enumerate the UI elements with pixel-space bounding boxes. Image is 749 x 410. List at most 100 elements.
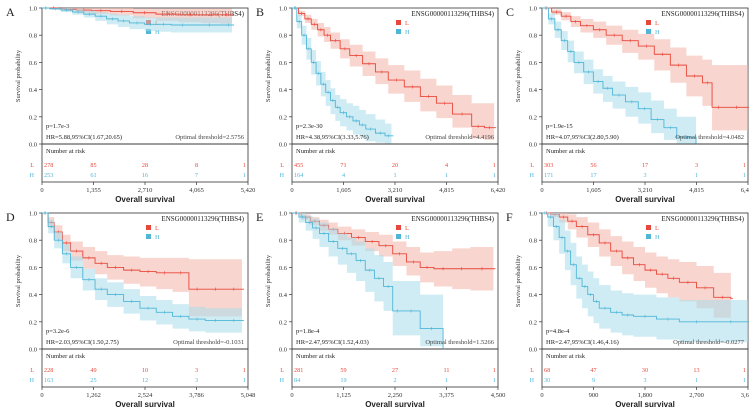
risk-count-high: 1 <box>493 172 496 179</box>
x-tick-label: 0 <box>540 392 543 399</box>
risk-row-label-high: H <box>530 172 535 179</box>
risk-count-high: 4 <box>342 172 345 179</box>
y-tick-label: 1.0 <box>529 211 537 218</box>
risk-count-high: 1 <box>695 172 698 179</box>
y-tick-label: 0.0 <box>279 347 287 354</box>
risk-row-label-low: L <box>530 367 534 374</box>
y-tick-label: 0.6 <box>29 60 38 67</box>
optimal-threshold: Optimal threshold=4.0482 <box>675 134 744 141</box>
km-curves <box>292 211 496 350</box>
legend-label-high: H <box>155 234 160 241</box>
risk-count-low: 281 <box>294 367 303 374</box>
legend-swatch-high <box>146 29 151 34</box>
risk-count-low: 455 <box>294 162 303 169</box>
y-tick-label: 0.4 <box>529 87 538 94</box>
risk-table-title: Number at risk <box>46 148 86 155</box>
risk-count-high: 17 <box>590 172 596 179</box>
x-tick-label: 4,815 <box>689 187 704 194</box>
panel-letter: E <box>256 210 263 224</box>
km-curves <box>542 211 749 343</box>
y-tick-label: 0.6 <box>29 265 38 272</box>
risk-count-high: 1 <box>393 172 396 179</box>
risk-table-title: Number at risk <box>546 148 586 155</box>
ci-band-low <box>542 213 731 320</box>
survival-curve-low <box>292 7 497 129</box>
hazard-ratio: HR=2.47,95%CI(1.52,4.03) <box>296 339 369 346</box>
legend-label-high: H <box>405 29 410 36</box>
panel-letter: A <box>6 5 15 19</box>
risk-count-high: 30 <box>544 377 550 384</box>
y-tick-label: 1.0 <box>29 211 37 218</box>
y-tick-label: 0.2 <box>279 114 287 121</box>
optimal-threshold: Optimal threshold=-0.1031 <box>173 339 244 346</box>
chart-title: ENSG00000113296(THBS4) <box>661 215 744 223</box>
x-tick-label: 3,210 <box>638 187 653 194</box>
hazard-ratio: HR=5.88,95%CI(1.67,20.65) <box>46 134 122 141</box>
x-tick-label: 900 <box>589 392 599 399</box>
km-panel-e: E 0.0 0.2 0.4 0.6 0.8 1.0 Survival probability E… <box>256 210 505 409</box>
risk-row-label-low: L <box>30 162 34 169</box>
x-tick-label: 3,786 <box>189 392 204 399</box>
risk-count-high: 171 <box>544 172 553 179</box>
risk-row-label-low: L <box>280 367 284 374</box>
y-tick-label: 1.0 <box>279 6 287 13</box>
x-axis-label: Overall survival <box>365 195 425 204</box>
x-tick-label: 1,125 <box>336 392 351 399</box>
y-tick-label: 0.2 <box>529 319 537 326</box>
risk-row-label-high: H <box>30 172 35 179</box>
risk-count-low: 20 <box>392 162 398 169</box>
legend-label-high: H <box>405 234 410 241</box>
x-tick-label: 5,048 <box>241 392 256 399</box>
x-tick-label: 1,262 <box>86 392 101 399</box>
risk-count-high: 16 <box>142 172 148 179</box>
y-tick-label: 1.0 <box>279 211 287 218</box>
y-tick-label: 0.6 <box>529 60 538 67</box>
legend-swatch-low <box>646 225 651 230</box>
km-panel-d: D 0.0 0.2 0.4 0.6 0.8 1.0 Survival probability E… <box>6 210 255 409</box>
chart-title: ENSG00000113296(THBS4) <box>661 10 744 18</box>
risk-count-low: 3 <box>695 162 698 169</box>
y-tick-label: 0.2 <box>279 319 287 326</box>
hazard-ratio: HR=2.03,95%CI(1.50,2.75) <box>46 339 119 346</box>
risk-count-high: 9 <box>592 377 595 384</box>
risk-count-high: 3 <box>643 172 646 179</box>
legend-swatch-low <box>396 20 401 25</box>
panel-letter: B <box>256 5 264 19</box>
ci-band-high <box>542 213 748 343</box>
ci-band-low <box>42 213 242 317</box>
km-panel-b: B 0.0 0.2 0.4 0.6 0.8 1.0 Survival probability E… <box>256 5 505 204</box>
y-tick-label: 0.0 <box>529 347 537 354</box>
risk-count-low: 59 <box>340 367 346 374</box>
legend-swatch-high <box>646 234 651 239</box>
y-tick-label: 0.2 <box>29 319 37 326</box>
risk-count-low: 1 <box>493 367 496 374</box>
risk-count-high: 61 <box>90 172 96 179</box>
y-axis-label: Survival probability <box>15 49 22 102</box>
risk-count-low: 28 <box>142 162 148 169</box>
chart-title: ENSG00000113296(THBS4) <box>411 10 494 18</box>
p-value: p=4.8e-4 <box>546 328 570 335</box>
risk-count-high: 1 <box>695 377 698 384</box>
risk-count-low: 1 <box>743 162 746 169</box>
legend-label-high: H <box>655 234 660 241</box>
y-axis-label: Survival probability <box>515 49 522 102</box>
risk-table-title: Number at risk <box>546 353 586 360</box>
y-tick-label: 0.8 <box>279 238 287 245</box>
risk-count-low: 10 <box>142 367 148 374</box>
risk-count-low: 85 <box>90 162 96 169</box>
ci-band-high <box>292 8 392 144</box>
x-tick-label: 4,500 <box>491 392 506 399</box>
x-tick-label: 6,420 <box>491 187 506 194</box>
risk-count-low: 303 <box>544 162 553 169</box>
km-panel-f: F 0.0 0.2 0.4 0.6 0.8 1.0 Survival probability E… <box>506 210 749 409</box>
legend-swatch-low <box>646 20 651 25</box>
risk-row-label-high: H <box>530 377 535 384</box>
hazard-ratio: HR=4.07,95%CI(2.80,5.90) <box>546 134 619 141</box>
optimal-threshold: Optimal threshold=-0.0277 <box>673 339 745 346</box>
risk-count-high: 1 <box>445 377 448 384</box>
km-panel-c: C 0.0 0.2 0.4 0.6 0.8 1.0 Survival probability E… <box>506 5 749 204</box>
ci-band-low <box>292 8 495 140</box>
risk-count-high: 1 <box>493 377 496 384</box>
survival-curve-high <box>292 7 394 137</box>
risk-table-title: Number at risk <box>296 353 336 360</box>
